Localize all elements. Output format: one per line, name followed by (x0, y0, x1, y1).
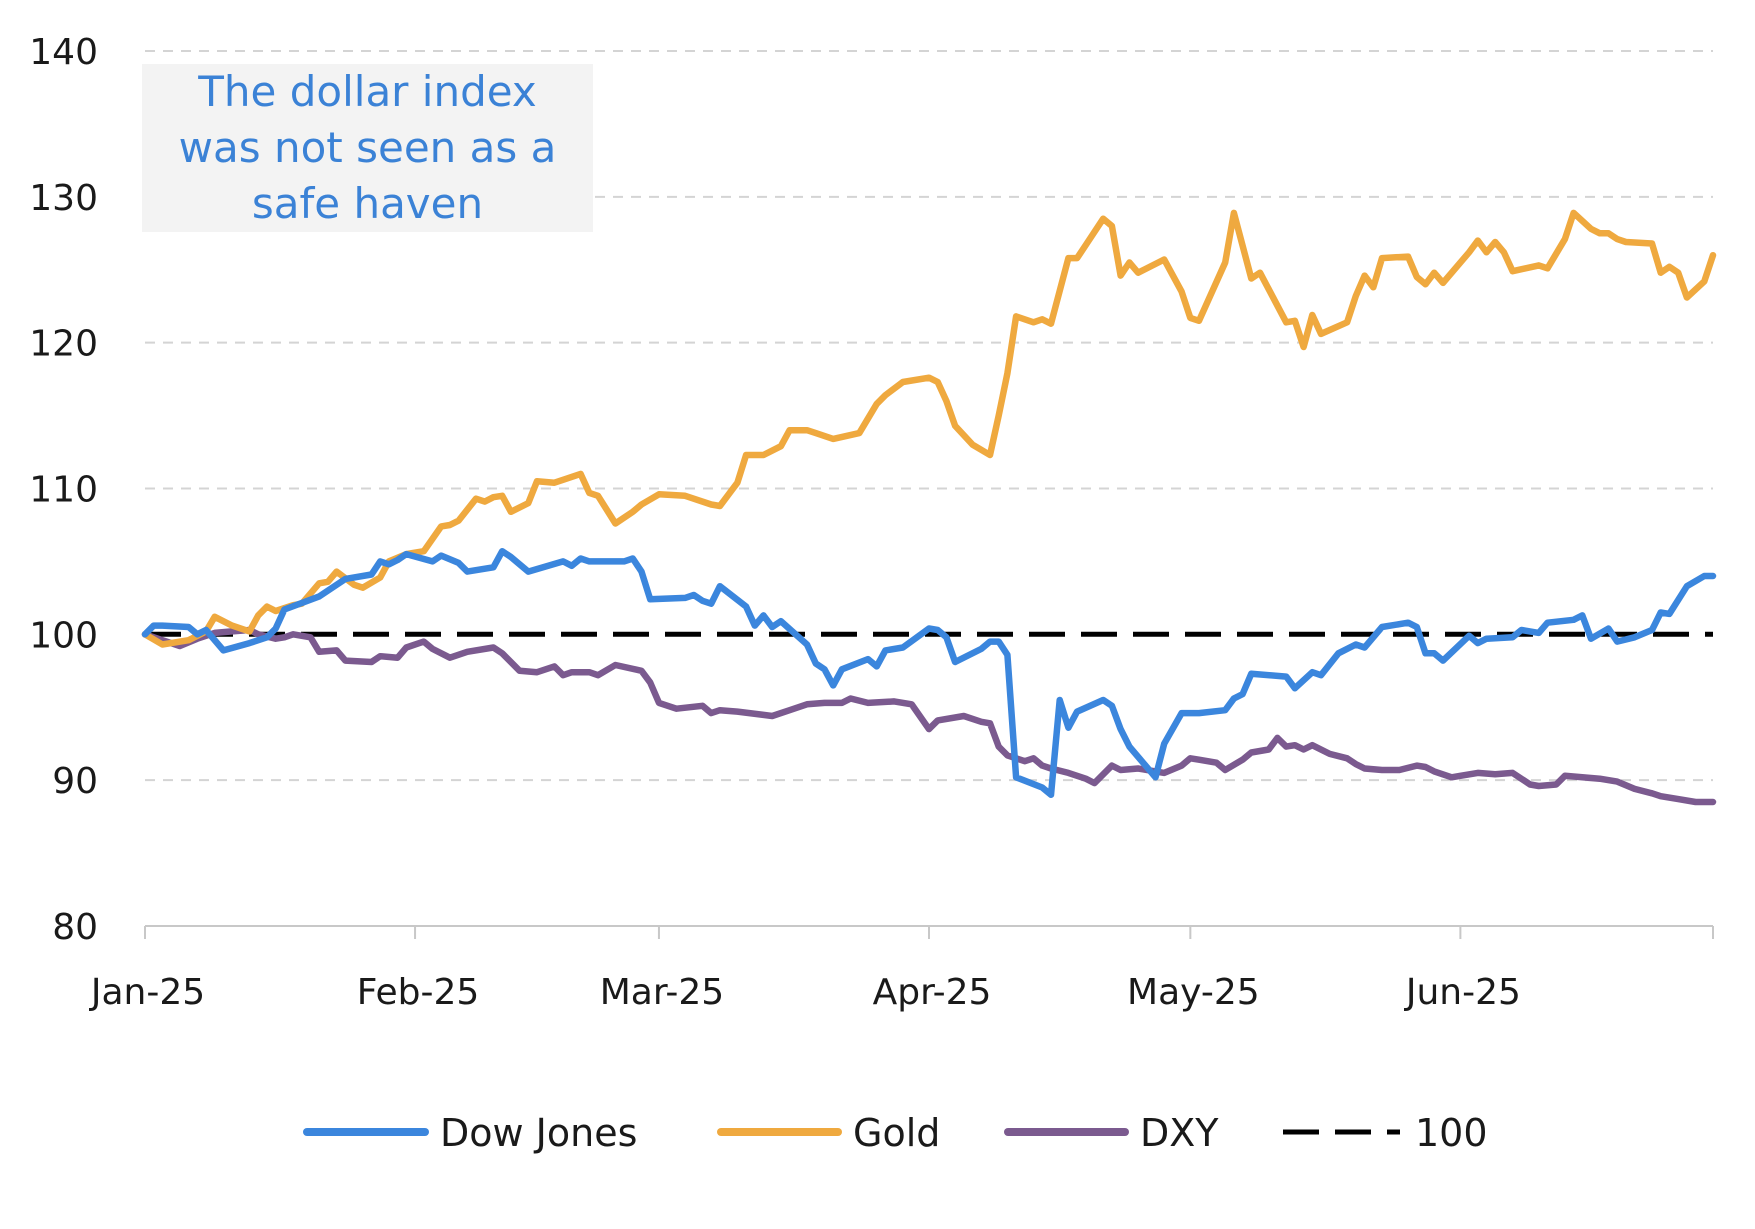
y-tick-label: 130 (29, 178, 98, 219)
annotation-line-3: safe haven (252, 179, 483, 228)
annotation-background (142, 64, 593, 232)
legend-label: Dow Jones (440, 1111, 637, 1155)
y-tick-label: 100 (29, 615, 98, 656)
x-tick-label: Jan-25 (89, 972, 205, 1013)
series-line-dow-jones (141, 547, 1717, 799)
x-tick-label: Feb-25 (357, 972, 480, 1013)
legend-label: Gold (853, 1111, 940, 1155)
legend: Dow Jones Gold DXY 100 (303, 1111, 1488, 1155)
y-tick-label: 80 (52, 907, 98, 948)
y-axis-tick-labels: 80 90 100 110 120 130 140 (29, 32, 98, 948)
x-tick-label: Mar-25 (600, 972, 724, 1013)
legend-label: 100 (1415, 1111, 1488, 1155)
series-line-gold (141, 209, 1717, 648)
x-tick-label: May-25 (1127, 972, 1260, 1013)
series-lines (141, 209, 1717, 806)
x-tick-label: Apr-25 (873, 972, 992, 1013)
legend-label: DXY (1140, 1111, 1219, 1155)
series-line-dxy (141, 626, 1717, 806)
x-axis-tick-labels: Jan-25 Feb-25 Mar-25 Apr-25 May-25 Jun-25 (89, 972, 1521, 1013)
y-tick-label: 90 (52, 761, 98, 802)
annotation-line-1: The dollar index (197, 67, 536, 116)
annotation-line-2: was not seen as a (179, 123, 557, 172)
y-tick-label: 110 (29, 470, 98, 511)
y-tick-label: 140 (29, 32, 98, 73)
annotation-box: The dollar index was not seen as a safe … (142, 64, 593, 232)
x-axis (144, 925, 1714, 939)
y-tick-label: 120 (29, 324, 98, 365)
x-tick-label: Jun-25 (1404, 972, 1521, 1013)
